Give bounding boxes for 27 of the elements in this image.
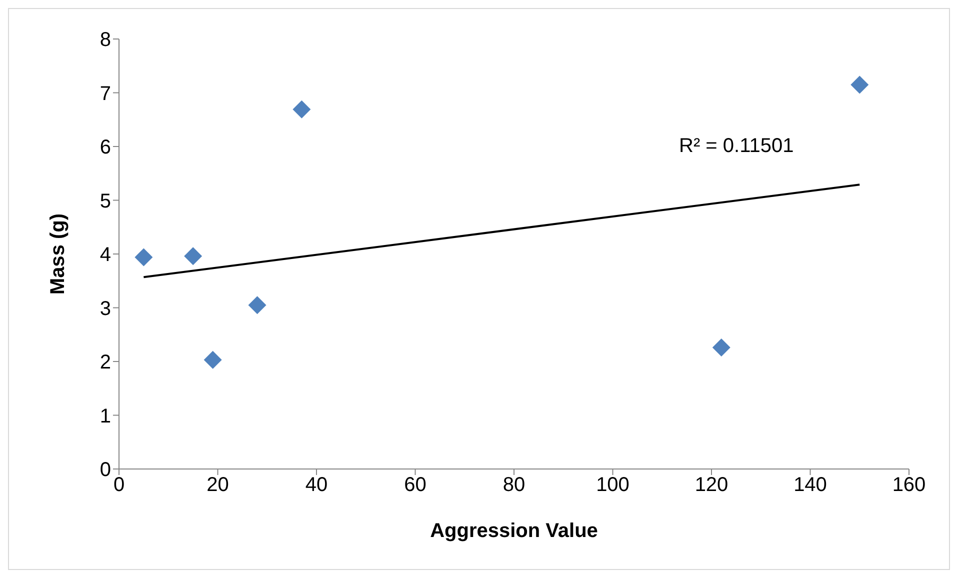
point — [184, 247, 202, 266]
x-tick-label: 60 — [404, 474, 426, 496]
y-axis-title: Mass (g) — [47, 213, 70, 295]
point — [292, 100, 311, 118]
y-tick-label: 8 — [100, 29, 111, 52]
x-tick-label: 160 — [892, 474, 926, 496]
y-tick-label: 2 — [100, 352, 111, 374]
annotation: R² = 0.11501 — [679, 135, 794, 158]
x-tick-label: 140 — [794, 474, 827, 496]
y-tick-label: 6 — [100, 136, 111, 159]
point — [204, 350, 222, 369]
point — [712, 338, 730, 357]
point — [850, 76, 869, 94]
y-tick-label: 5 — [100, 190, 111, 212]
y-tick-label: 0 — [100, 459, 111, 482]
x-tick-label: 100 — [596, 474, 630, 496]
x-tick-label: 120 — [694, 474, 728, 496]
point — [134, 248, 153, 266]
x-tick-label: 80 — [502, 474, 526, 496]
y-tick-label: 1 — [100, 405, 111, 428]
y-tick-label: 3 — [100, 298, 111, 320]
point — [248, 296, 266, 314]
y-tick-label: 7 — [100, 82, 111, 105]
y-tick-label: 4 — [100, 244, 111, 266]
x-tick-label: 20 — [206, 474, 229, 496]
x-tick-label: 40 — [305, 474, 328, 496]
x-axis-title: Aggression Value — [430, 520, 598, 542]
